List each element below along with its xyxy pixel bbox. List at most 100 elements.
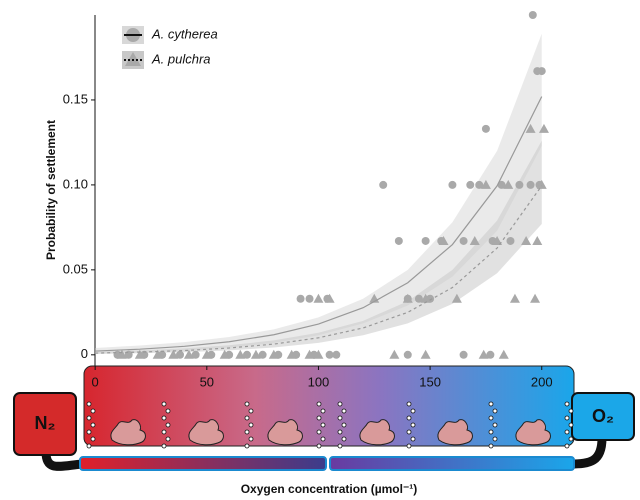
point: [537, 67, 546, 76]
point: [191, 350, 200, 359]
bubble: [86, 415, 92, 421]
coral: [359, 419, 395, 446]
bubble: [492, 422, 498, 428]
bubble: [248, 436, 254, 442]
bubble: [320, 422, 326, 428]
point: [325, 350, 334, 359]
bubble: [341, 422, 347, 428]
x-tick-label: 50: [200, 374, 214, 389]
point: [235, 349, 246, 359]
bubble: [316, 429, 322, 435]
bubble: [341, 436, 347, 442]
bubble: [410, 436, 416, 442]
bubble: [406, 429, 412, 435]
bubble: [410, 408, 416, 414]
point: [532, 235, 543, 245]
coral: [515, 419, 551, 446]
x-tick-label: 0: [92, 374, 99, 389]
bubble: [90, 436, 96, 442]
coral: [110, 419, 146, 446]
bubble: [410, 422, 416, 428]
bubble: [337, 429, 343, 435]
bubble: [564, 429, 570, 435]
point: [420, 293, 431, 303]
tube-bar: [329, 456, 575, 471]
point: [402, 293, 413, 303]
tube-bar: [79, 456, 327, 471]
point: [459, 236, 468, 245]
coral: [437, 419, 473, 446]
bubble: [161, 401, 167, 407]
point: [296, 294, 305, 303]
point: [313, 349, 324, 359]
gas-label: N₂: [35, 413, 56, 433]
point: [183, 349, 194, 359]
point: [515, 180, 524, 189]
bubble: [244, 401, 250, 407]
bubble: [316, 443, 322, 449]
bubble: [341, 408, 347, 414]
point: [526, 180, 535, 189]
bubble: [248, 408, 254, 414]
point: [497, 180, 506, 189]
point: [243, 350, 251, 359]
point: [258, 350, 267, 359]
bubble: [165, 436, 171, 442]
point: [521, 235, 532, 245]
point: [116, 349, 127, 359]
bubble: [337, 443, 343, 449]
bubble: [488, 401, 494, 407]
point: [379, 180, 388, 189]
gas-label: O₂: [592, 406, 614, 426]
point: [414, 294, 423, 303]
x-tick-label: 100: [308, 374, 330, 389]
point: [475, 180, 484, 189]
bubble: [90, 408, 96, 414]
point: [332, 350, 341, 359]
bubble: [90, 422, 96, 428]
point: [438, 235, 449, 245]
point: [250, 349, 261, 359]
bubble: [244, 415, 250, 421]
point: [168, 349, 179, 359]
bubble: [568, 436, 574, 442]
point: [536, 179, 547, 189]
bubble: [337, 415, 343, 421]
bubble: [488, 443, 494, 449]
y-tick-label: 0.05: [63, 261, 88, 276]
bubble: [86, 443, 92, 449]
bubble: [86, 429, 92, 435]
point: [152, 349, 163, 359]
point: [421, 236, 430, 245]
bubble: [320, 408, 326, 414]
n2-box: [13, 392, 77, 456]
point: [403, 350, 412, 359]
point: [459, 350, 468, 359]
bubble: [316, 415, 322, 421]
point: [313, 293, 324, 303]
point: [201, 349, 212, 359]
bubble: [244, 429, 250, 435]
point: [219, 349, 230, 359]
bubble: [248, 422, 254, 428]
point: [498, 349, 509, 359]
bubble: [564, 415, 570, 421]
x-tick-label: 150: [419, 374, 441, 389]
y-tick-label: 0: [81, 346, 88, 361]
point: [478, 349, 489, 359]
bubble: [406, 401, 412, 407]
bubble: [492, 408, 498, 414]
y-tick-label: 0.15: [63, 91, 88, 106]
bubble: [165, 422, 171, 428]
bubble: [406, 443, 412, 449]
bubble: [568, 422, 574, 428]
bubble: [568, 408, 574, 414]
point: [506, 236, 515, 245]
point: [176, 350, 185, 359]
point: [286, 349, 297, 359]
point: [530, 293, 541, 303]
point: [304, 349, 315, 359]
point: [448, 180, 457, 189]
x-axis-title: Oxygen concentration (µmol⁻¹): [241, 482, 418, 496]
